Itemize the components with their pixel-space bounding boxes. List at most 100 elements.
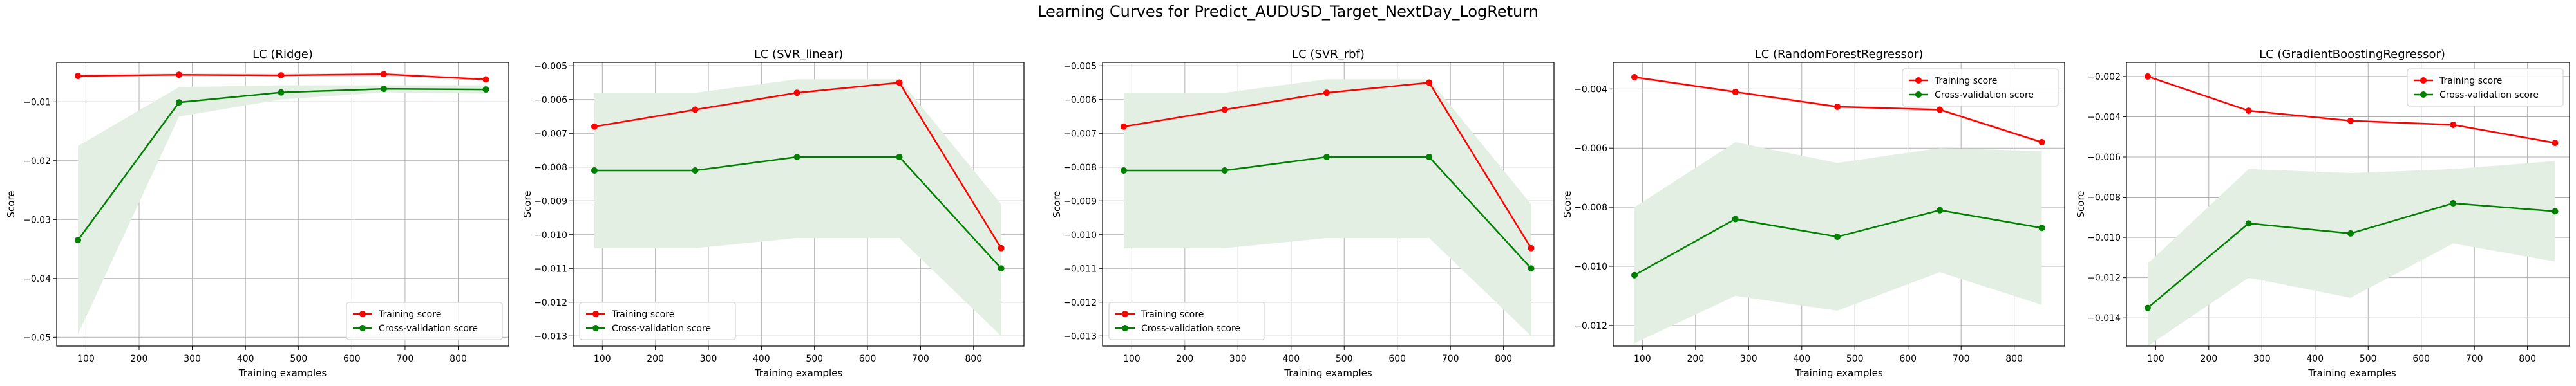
x-tick-label: 400 (1282, 354, 1300, 364)
legend: Training score Cross-validation score (1902, 68, 2059, 107)
training-score-point (380, 71, 387, 78)
x-tick-label: 500 (1336, 354, 1353, 364)
legend: Training score Cross-validation score (1108, 302, 1265, 340)
legend-cv-label: Cross-validation score (1935, 90, 2034, 100)
y-tick-label: −0.01 (23, 97, 51, 107)
y-tick-label: −0.010 (534, 230, 567, 241)
y-tick-label: −0.004 (1574, 84, 1607, 95)
x-tick-label: 600 (859, 354, 876, 364)
y-tick-label: −0.007 (534, 129, 567, 139)
training-score-point (482, 76, 489, 83)
training-score-point (1528, 244, 1535, 252)
figure-title: Learning Curves for Predict_AUDUSD_Targe… (1037, 3, 1539, 21)
training-score-point (75, 73, 82, 80)
cv-score-point (896, 154, 903, 160)
training-score-point (278, 72, 285, 79)
cv-score-band (594, 79, 1001, 336)
legend-cv-marker (359, 325, 366, 331)
axes-frame (1613, 62, 2065, 347)
y-tick-label: −0.007 (1063, 129, 1097, 139)
y-tick-label: −0.012 (1063, 298, 1097, 308)
x-tick-label: 500 (290, 354, 307, 364)
y-tick-label: −0.014 (2087, 313, 2121, 324)
y-tick-label: −0.008 (1063, 163, 1097, 173)
y-tick-label: −0.008 (1574, 203, 1607, 213)
training-score-point (896, 79, 903, 86)
training-score-point (2552, 140, 2559, 147)
legend-cv-marker (1122, 325, 1128, 331)
y-tick-label: −0.010 (2087, 233, 2121, 243)
y-tick-label: −0.005 (534, 61, 567, 71)
x-tick-label: 300 (700, 354, 717, 364)
cv-score-point (692, 167, 699, 174)
y-tick-label: −0.005 (1063, 61, 1097, 71)
y-tick-label: −0.006 (1574, 143, 1607, 154)
y-tick-label: −0.002 (2087, 72, 2121, 82)
cv-score-point (482, 86, 489, 93)
subplot-2: 100 200 300 400 500 600 700 800 −0.005 −0.006 −0.0… (522, 48, 1025, 379)
axes-frame (573, 62, 1025, 347)
x-axis-label: Training examples (754, 367, 843, 379)
legend-training-label: Training score (1934, 76, 1997, 86)
training-score-point (2450, 121, 2457, 128)
legend-cv-marker (2420, 91, 2427, 98)
cv-score-point (1631, 271, 1638, 279)
cv-score-point (2450, 199, 2457, 207)
training-score-point (1937, 106, 1944, 113)
legend-training-marker (359, 311, 366, 317)
y-tick-label: −0.006 (1063, 95, 1097, 106)
cv-score-point (278, 89, 285, 96)
training-score-point (2347, 117, 2354, 124)
x-tick-label: 100 (594, 354, 611, 364)
training-score-point (2038, 139, 2045, 146)
x-tick-label: 700 (1953, 354, 1970, 364)
x-tick-label: 200 (1687, 354, 1704, 364)
y-tick-label: −0.006 (2087, 152, 2121, 163)
x-tick-label: 800 (2519, 354, 2536, 364)
x-tick-label: 200 (1176, 354, 1193, 364)
y-tick-label: −0.010 (1063, 230, 1097, 241)
x-tick-label: 600 (2412, 354, 2430, 364)
axes-frame (56, 62, 509, 347)
cv-score-point (2347, 230, 2354, 237)
x-tick-label: 600 (1388, 354, 1406, 364)
y-tick-label: −0.008 (534, 163, 567, 173)
subplot-3: 100 200 300 400 500 600 700 800 −0.005 −0.006 −0.0… (1051, 48, 1555, 379)
cv-score-point (1120, 167, 1127, 174)
y-axis-label: Score (1051, 190, 1063, 217)
y-tick-label: −0.012 (534, 298, 567, 308)
cv-score-point (1528, 265, 1535, 272)
legend-box (2407, 68, 2564, 107)
y-axis-label: Score (2075, 190, 2087, 217)
subplot-title: LC (RandomForestRegressor) (1755, 48, 1924, 61)
training-score-point (1426, 79, 1433, 86)
x-tick-label: 400 (2306, 354, 2324, 364)
legend-training-marker (1915, 77, 1922, 84)
y-tick-label: −0.008 (2087, 193, 2121, 203)
legend-cv-marker (592, 325, 599, 331)
legend-box (346, 302, 503, 340)
cv-score-point (1426, 154, 1433, 160)
training-score-point (1221, 106, 1228, 113)
training-score-point (2144, 73, 2151, 80)
y-tick-label: −0.010 (1574, 262, 1607, 272)
subplot-title: LC (Ridge) (252, 48, 313, 61)
cv-score-point (380, 86, 387, 93)
x-tick-label: 300 (1229, 354, 1247, 364)
x-tick-label: 300 (2253, 354, 2271, 364)
x-tick-label: 100 (1123, 354, 1141, 364)
cv-score-point (998, 265, 1005, 272)
cv-score-point (2245, 220, 2252, 227)
y-tick-label: −0.012 (1574, 321, 1607, 331)
x-tick-label: 100 (77, 354, 95, 364)
legend: Training score Cross-validation score (2407, 68, 2564, 107)
legend-cv-label: Cross-validation score (379, 324, 478, 334)
y-axis-label: Score (1562, 190, 1573, 217)
y-tick-label: −0.03 (23, 215, 51, 225)
y-tick-label: −0.02 (23, 156, 51, 167)
y-tick-label: −0.05 (23, 333, 51, 343)
x-tick-label: 200 (647, 354, 664, 364)
cv-score-point (1323, 154, 1331, 160)
x-axis-label: Training examples (2307, 367, 2396, 379)
